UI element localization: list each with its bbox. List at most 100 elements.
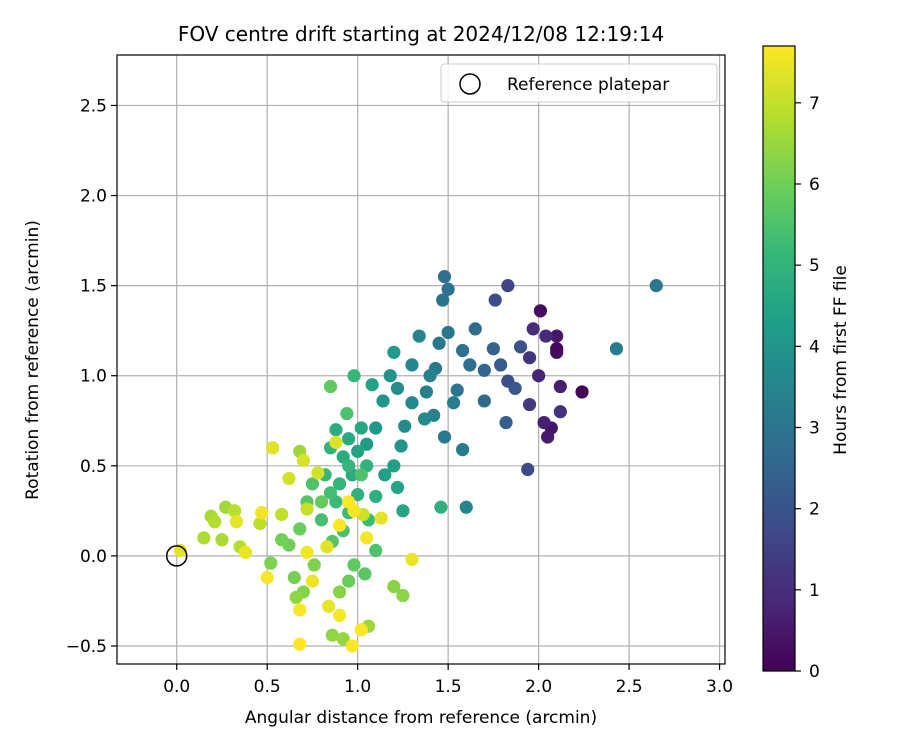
data-point — [499, 415, 513, 430]
data-point — [293, 522, 307, 536]
grid-lines — [117, 55, 725, 664]
data-point — [575, 385, 589, 399]
x-tick-label: 0.0 — [163, 677, 190, 697]
x-tick-label: 0.5 — [254, 677, 281, 697]
data-point — [387, 579, 401, 594]
data-point — [390, 381, 405, 395]
data-point — [446, 396, 461, 410]
x-tick-label: 1.0 — [344, 677, 371, 697]
data-point — [305, 477, 320, 491]
data-point — [521, 462, 535, 477]
data-point — [347, 369, 361, 383]
data-point — [436, 293, 450, 307]
y-tick-label: 0.5 — [80, 457, 107, 477]
data-point — [463, 358, 477, 372]
colorbar-tick-label: 0 — [809, 662, 820, 682]
data-point — [293, 603, 307, 617]
data-point — [229, 515, 244, 529]
data-point — [329, 423, 343, 437]
data-point — [609, 342, 624, 356]
data-point — [541, 430, 555, 444]
colorbar-tick-label: 6 — [809, 175, 820, 195]
data-point — [314, 495, 329, 509]
colorbar-tick-label: 5 — [809, 256, 820, 276]
data-point — [255, 506, 269, 520]
data-point — [260, 570, 274, 585]
data-point — [351, 488, 365, 502]
data-point — [550, 345, 564, 359]
data-point — [459, 500, 473, 514]
data-point — [332, 608, 347, 622]
data-point — [354, 421, 368, 435]
data-point — [405, 552, 419, 567]
data-point — [275, 507, 289, 522]
y-tick-label: 1.5 — [80, 277, 107, 297]
colorbar-tick-label: 7 — [809, 94, 820, 114]
data-point — [396, 504, 410, 518]
data-point — [533, 304, 548, 318]
data-point — [345, 639, 359, 653]
y-tick-label: 0.0 — [80, 547, 107, 567]
data-point — [322, 599, 336, 613]
data-point — [323, 486, 338, 500]
data-point — [238, 545, 253, 559]
data-point — [336, 632, 350, 646]
legend-box — [440, 63, 718, 103]
data-point — [513, 340, 528, 354]
data-point — [287, 570, 301, 585]
data-point — [432, 336, 446, 350]
colorbar-tick-label: 4 — [809, 337, 820, 357]
data-point — [340, 406, 354, 421]
y-tick-label: −0.5 — [66, 637, 107, 657]
data-point — [228, 504, 242, 518]
data-point — [437, 430, 452, 444]
y-axis-label: Rotation from reference (arcmin) — [23, 220, 43, 500]
data-point — [264, 556, 278, 570]
data-point — [300, 545, 314, 559]
plot-frame — [116, 54, 726, 665]
data-point — [342, 495, 356, 509]
data-point — [275, 533, 289, 547]
data-point — [398, 419, 412, 433]
data-point — [347, 558, 361, 572]
data-point — [215, 533, 229, 547]
data-point — [456, 343, 470, 358]
data-point — [342, 459, 356, 473]
data-points — [173, 270, 663, 653]
data-point — [300, 502, 314, 516]
data-point — [354, 623, 368, 637]
data-point — [526, 322, 540, 336]
y-tick-label: 2.0 — [80, 187, 107, 207]
data-point — [418, 412, 432, 426]
data-point — [266, 441, 280, 455]
data-point — [365, 378, 379, 392]
data-point — [508, 381, 522, 395]
data-point — [378, 468, 392, 482]
data-point — [522, 351, 537, 365]
x-tick-label: 3.0 — [706, 677, 733, 697]
data-point — [360, 437, 374, 451]
data-point — [369, 421, 383, 435]
data-point — [477, 363, 491, 377]
x-tick-label: 2.0 — [525, 677, 552, 697]
data-point — [197, 531, 211, 545]
colorbar-tick-label: 3 — [809, 418, 820, 438]
colorbar: 0 1 2 3 4 5 6 7 Hours from first FF file — [762, 45, 851, 682]
data-point — [441, 325, 455, 340]
data-point — [305, 574, 320, 588]
data-point — [354, 468, 368, 482]
colorbar-bar — [762, 45, 796, 672]
data-point — [387, 345, 401, 359]
data-point — [369, 489, 383, 504]
data-point — [296, 453, 310, 467]
data-point — [320, 540, 334, 554]
data-point — [323, 379, 338, 394]
data-point — [456, 442, 470, 457]
data-point — [173, 543, 187, 558]
y-axis-ticks: −0.5 0.0 0.5 1.0 1.5 2.0 2.5 — [66, 96, 117, 657]
legend-reference-marker — [459, 73, 481, 95]
data-point — [360, 531, 374, 545]
reference-point — [165, 545, 188, 567]
